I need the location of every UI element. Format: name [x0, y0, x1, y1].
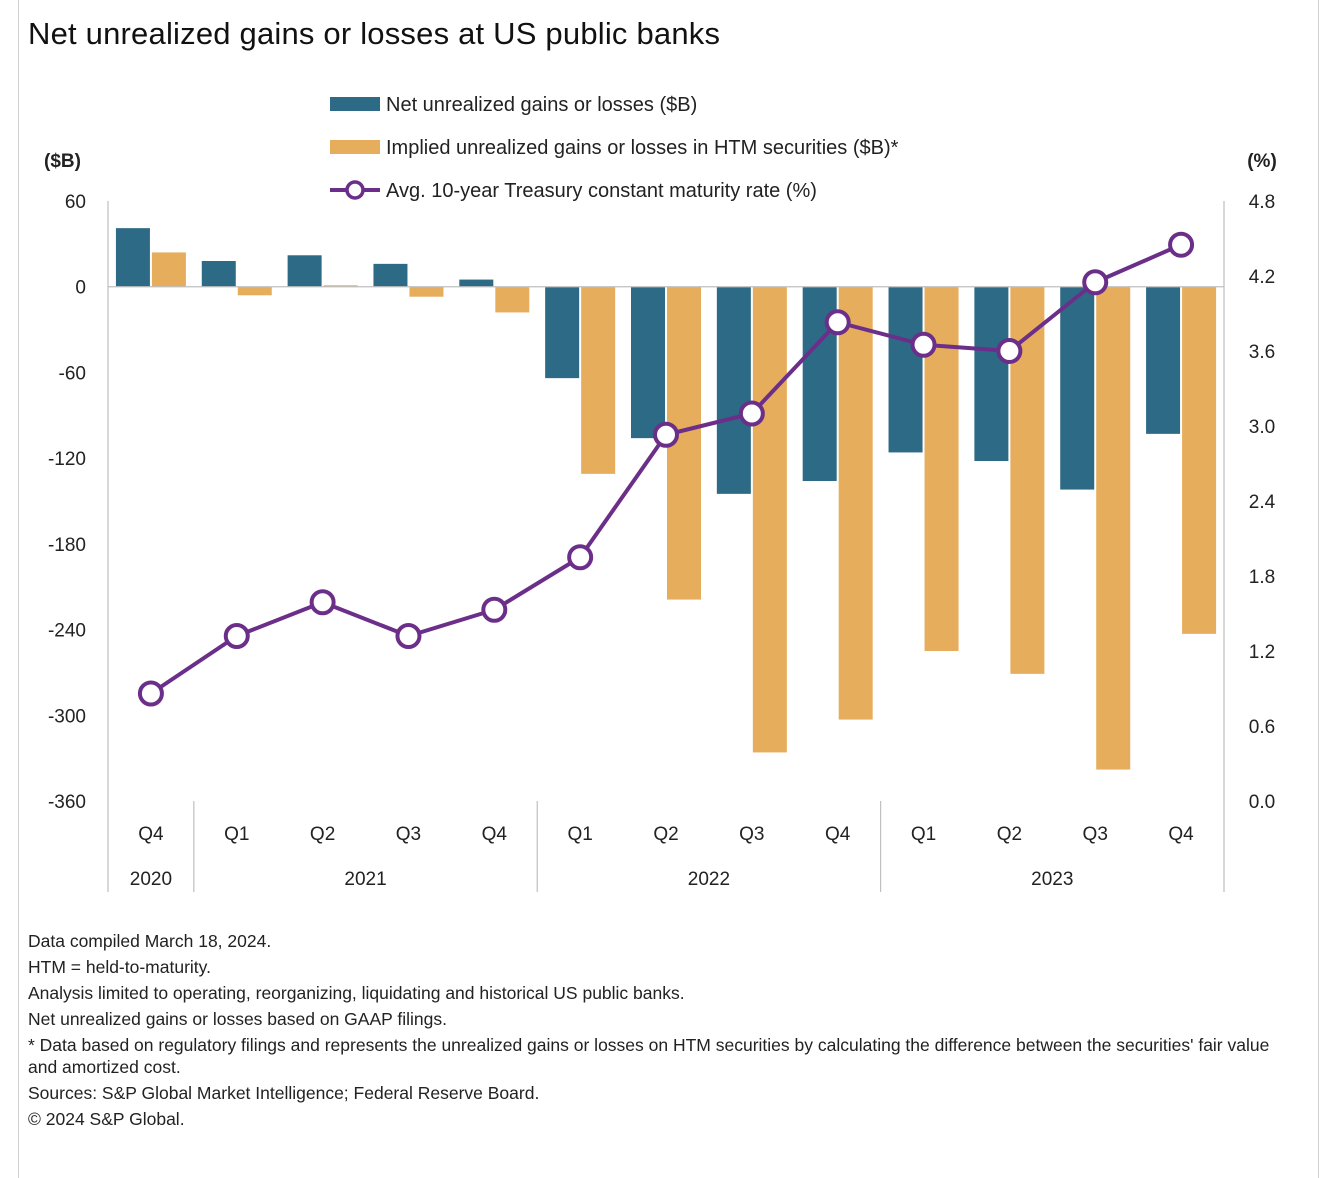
rate-point: [395, 623, 422, 649]
legend-label-net: Net unrealized gains or losses ($B): [386, 94, 697, 116]
year-label: 2023: [1031, 869, 1073, 890]
x-tick-label: Q1: [567, 824, 592, 845]
right-tick-label: 2.4: [1249, 492, 1276, 513]
legend-label-htm: Implied unrealized gains or losses in HT…: [386, 137, 899, 159]
bar-htm-implied: [495, 286, 530, 313]
rate-point: [1082, 269, 1109, 296]
bar-htm-implied: [581, 286, 616, 474]
bar-htm-implied: [752, 286, 787, 753]
left-axis-ticks: 60 0 -60 -120 -180 -240 -300 -360: [48, 192, 86, 813]
legend-swatch-net: [330, 97, 380, 111]
bar-net-unrealized: [545, 286, 580, 379]
bar-net-unrealized: [888, 286, 923, 453]
left-tick-label: -360: [48, 792, 86, 813]
x-axis-labels: Q4 Q1 Q2 Q3 Q4 Q1 Q2 Q3 Q4 Q1 Q2 Q3 Q4 2020 2021 2022 20…: [130, 824, 1194, 890]
year-label: 2020: [130, 869, 172, 890]
bar-htm-implied: [151, 252, 186, 287]
rate-point: [567, 544, 594, 571]
x-tick-label: Q4: [482, 824, 508, 845]
year-label: 2021: [344, 869, 386, 890]
right-tick-label: 1.8: [1249, 567, 1275, 588]
bar-net-unrealized: [974, 286, 1009, 461]
rate-point: [824, 309, 851, 336]
right-tick-label: 4.8: [1249, 192, 1275, 213]
x-tick-label: Q2: [653, 824, 678, 845]
bar-net-unrealized: [631, 286, 665, 439]
bar-net-unrealized: [1146, 286, 1181, 434]
rate-line-group: [137, 231, 1195, 707]
right-tick-label: 0.0: [1249, 792, 1275, 813]
right-tick-label: 1.2: [1249, 642, 1275, 663]
right-tick-label: 3.6: [1249, 342, 1275, 363]
x-tick-label: Q4: [138, 824, 164, 845]
legend-label-rate: Avg. 10-year Treasury constant maturity …: [386, 180, 817, 202]
note-copyright: © 2024 S&P Global.: [28, 1109, 185, 1129]
rate-point: [738, 400, 765, 427]
frame-right-border: [1318, 0, 1319, 1178]
x-tick-label: Q1: [911, 824, 936, 845]
bars-group: [115, 228, 1217, 770]
rate-point: [996, 338, 1023, 364]
left-tick-label: 60: [65, 192, 86, 213]
left-tick-label: -60: [59, 363, 86, 384]
note-analysis-scope: Analysis limited to operating, reorganiz…: [28, 983, 685, 1003]
rate-point: [137, 680, 164, 707]
rate-point: [309, 589, 336, 616]
x-tick-label: Q3: [739, 824, 764, 845]
rate-point: [481, 596, 508, 623]
rate-point: [223, 623, 250, 649]
x-tick-label: Q2: [997, 824, 1022, 845]
note-sources: Sources: S&P Global Market Intelligence;…: [28, 1083, 540, 1103]
right-tick-label: 4.2: [1249, 267, 1275, 288]
footnotes: Data compiled March 18, 2024. HTM = held…: [28, 928, 1298, 1132]
chart-canvas: Net unrealized gains or losses ($B) Impl…: [44, 94, 1277, 892]
bar-net-unrealized: [287, 255, 322, 287]
bar-htm-implied: [237, 286, 272, 296]
legend-marker-rate: [345, 180, 365, 200]
bar-net-unrealized: [459, 279, 494, 287]
bar-htm-implied: [1182, 286, 1217, 634]
legend: Net unrealized gains or losses ($B) Impl…: [330, 94, 899, 202]
note-gaap: Net unrealized gains or losses based on …: [28, 1009, 447, 1029]
left-tick-label: -120: [48, 449, 86, 470]
axis-lines: [107, 201, 1225, 892]
chart-title: Net unrealized gains or losses at US pub…: [28, 16, 721, 51]
x-tick-label: Q4: [825, 824, 851, 845]
x-tick-label: Q3: [1083, 824, 1108, 845]
right-tick-label: 3.0: [1249, 417, 1275, 438]
left-tick-label: 0: [75, 278, 86, 299]
right-axis-label: (%): [1247, 151, 1277, 172]
left-tick-label: -180: [48, 535, 86, 556]
bar-htm-implied: [1096, 286, 1131, 770]
x-tick-label: Q1: [224, 824, 249, 845]
frame-left-border: [18, 0, 19, 1178]
note-compiled: Data compiled March 18, 2024.: [28, 931, 272, 951]
year-label: 2022: [688, 869, 730, 890]
x-tick-label: Q3: [396, 824, 421, 845]
x-tick-label: Q4: [1168, 824, 1194, 845]
right-axis-ticks: 4.8 4.2 3.6 3.0 2.4 1.8 1.2 0.6 0.0: [1249, 192, 1276, 813]
rate-point: [653, 421, 679, 448]
left-tick-label: -300: [48, 706, 86, 727]
bar-net-unrealized: [115, 228, 150, 287]
bar-net-unrealized: [1060, 286, 1095, 490]
bar-net-unrealized: [716, 286, 751, 494]
note-htm-definition: HTM = held-to-maturity.: [28, 957, 211, 977]
right-tick-label: 0.6: [1249, 717, 1275, 738]
bar-net-unrealized: [201, 261, 236, 287]
bar-htm-implied: [838, 286, 873, 720]
bar-htm-implied: [409, 286, 444, 297]
legend-swatch-htm: [330, 140, 380, 154]
left-tick-label: -240: [48, 621, 86, 642]
rate-point: [1168, 231, 1195, 258]
x-tick-label: Q2: [310, 824, 335, 845]
rate-point: [910, 331, 937, 358]
left-axis-label: ($B): [44, 151, 81, 172]
bar-htm-implied: [323, 285, 358, 287]
bar-net-unrealized: [373, 263, 408, 287]
note-htm-method: * Data based on regulatory filings and r…: [28, 1035, 1270, 1077]
